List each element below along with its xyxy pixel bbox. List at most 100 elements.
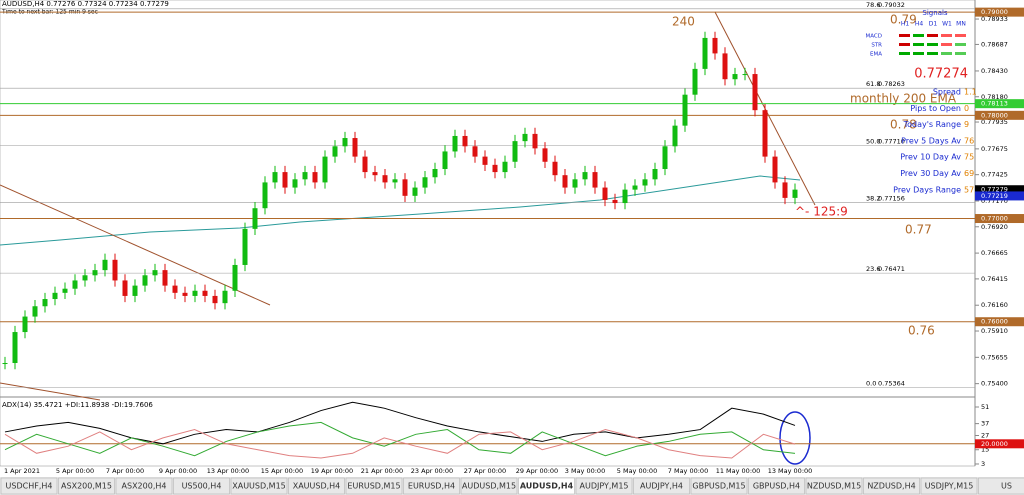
panel-price: 0.77274 [914, 67, 968, 82]
tab-bg [978, 477, 1024, 495]
tab[interactable]: EURUSD,M15 [345, 477, 403, 495]
y-tick-label: 0.77935 [981, 118, 1008, 126]
timeframe: H1 [901, 21, 910, 28]
tab-label: AUDJPY,H4 [640, 482, 683, 491]
tab[interactable]: XAUUSD,H4 [288, 477, 345, 495]
x-tick-label: 21 Apr 00:00 [361, 467, 403, 475]
tab[interactable]: ASX200,H4 [115, 477, 173, 495]
y-tick-label: 37 [981, 420, 989, 428]
tab-label: EURUSD,H4 [408, 482, 455, 491]
tab-label: ASX200,M15 [61, 482, 112, 491]
tab[interactable]: GBPUSD,M15 [690, 477, 748, 495]
price-box [975, 317, 1024, 327]
candle-body [52, 292, 58, 300]
tab-label: XAUUSD,M15 [232, 482, 286, 491]
candle-body [272, 172, 278, 183]
price-box [975, 110, 1024, 120]
candle-body [562, 175, 568, 188]
fib-pct: 38.2 [866, 194, 880, 202]
signal-cell [927, 52, 938, 55]
tab[interactable]: XAUUSD,M15 [230, 477, 288, 495]
candle-body [22, 316, 28, 333]
y-tick-label: 51 [981, 403, 989, 411]
tab-bg [805, 477, 863, 495]
stat-label: Prev 5 Days Av [901, 136, 961, 145]
y-tick-label: 0.77425 [981, 171, 1008, 179]
x-tick-label: 5 May 00:00 [617, 467, 657, 475]
candle-body [492, 164, 498, 173]
candle-body [192, 290, 198, 296]
stat-label: Prev Days Range [893, 185, 961, 194]
x-tick-label: 13 Apr 00:00 [207, 467, 249, 475]
y-tick-label: 27 [981, 431, 989, 439]
tab[interactable]: USDCHF,H4 [0, 477, 58, 495]
y-tick-label: 0.75655 [981, 353, 1008, 361]
tab[interactable]: NZDUSD,M15 [805, 477, 863, 495]
tab[interactable]: AUDJPY,H4 [633, 477, 690, 495]
candle-body [642, 179, 648, 186]
level-box-label: 20.0000 [981, 440, 1008, 448]
tab[interactable]: AUDUSD,M15 [460, 477, 518, 495]
tab-bg [345, 477, 403, 495]
price-box-label: 0.76000 [981, 318, 1008, 326]
price-box-label: 0.77279 [981, 186, 1008, 194]
tab-label: US500,H4 [182, 482, 222, 491]
trend-line [0, 382, 101, 401]
tab[interactable]: GBPUSD,H4 [748, 477, 805, 495]
tab[interactable]: USDJPY,M15 [920, 477, 978, 495]
stat-value: 75 [964, 153, 974, 162]
tab-label: ASX200,H4 [122, 482, 167, 491]
candle-body [462, 135, 468, 147]
tab[interactable]: AUDJPY,M15 [575, 477, 633, 495]
tab-bg [518, 477, 575, 495]
price-box [975, 185, 1024, 195]
tab[interactable]: US [978, 477, 1024, 495]
candle-body [72, 280, 78, 289]
candle-body [622, 189, 628, 204]
tab[interactable]: ASX200,M15 [58, 477, 115, 495]
fib-price: 0.77710 [878, 137, 905, 145]
stat-label: Pips to Open [910, 104, 961, 113]
tab-label: EURUSD,M15 [347, 482, 400, 491]
annotation: 240 [672, 15, 695, 29]
candle-body [712, 37, 718, 54]
stat-label: Prev 30 Day Av [900, 169, 961, 178]
tab-bg [633, 477, 690, 495]
signal-cell [955, 43, 966, 46]
annotation: 0.78 [890, 118, 917, 132]
candle-body [582, 172, 588, 180]
stat-value: 1.1 [964, 88, 977, 97]
candle-body [412, 187, 418, 196]
tab-label: AUDJPY,M15 [579, 482, 628, 491]
tab-bg [403, 477, 460, 495]
candle-body [362, 156, 368, 173]
tab-label: XAUUSD,H4 [293, 482, 341, 491]
candle-body [92, 270, 98, 276]
stat-value: 0 [964, 104, 969, 113]
fib-pct: 23.6 [866, 265, 880, 273]
tab[interactable]: US500,H4 [173, 477, 230, 495]
annotation: 0.76 [908, 324, 935, 338]
price-box [975, 214, 1024, 224]
candle-body [702, 37, 708, 69]
tab-label: AUDUSD,M15 [462, 482, 516, 491]
tab[interactable]: NZDUSD,H4 [863, 477, 920, 495]
candle-body [232, 264, 238, 291]
tab-label: AUDUSD,H4 [520, 482, 574, 491]
candle-body [602, 187, 608, 200]
highlight-circle [779, 411, 811, 465]
fib-pct: 61.8 [866, 80, 880, 88]
candle-body [202, 290, 208, 296]
signal-row: STR [871, 43, 882, 49]
candle-body [762, 110, 768, 157]
candle-body [372, 172, 378, 176]
x-tick-label: 19 Apr 00:00 [311, 467, 353, 475]
tab[interactable]: AUDUSD,H4 [518, 477, 575, 495]
stat-label: Today's Range [903, 120, 961, 129]
tab[interactable]: EURUSD,H4 [403, 477, 460, 495]
price-box-label: 0.78113 [981, 100, 1008, 108]
stat-label: Prev 10 Day Av [900, 153, 961, 162]
candle-body [172, 285, 178, 293]
tab-label: US [1001, 482, 1012, 491]
x-tick-label: 3 May 00:00 [565, 467, 605, 475]
